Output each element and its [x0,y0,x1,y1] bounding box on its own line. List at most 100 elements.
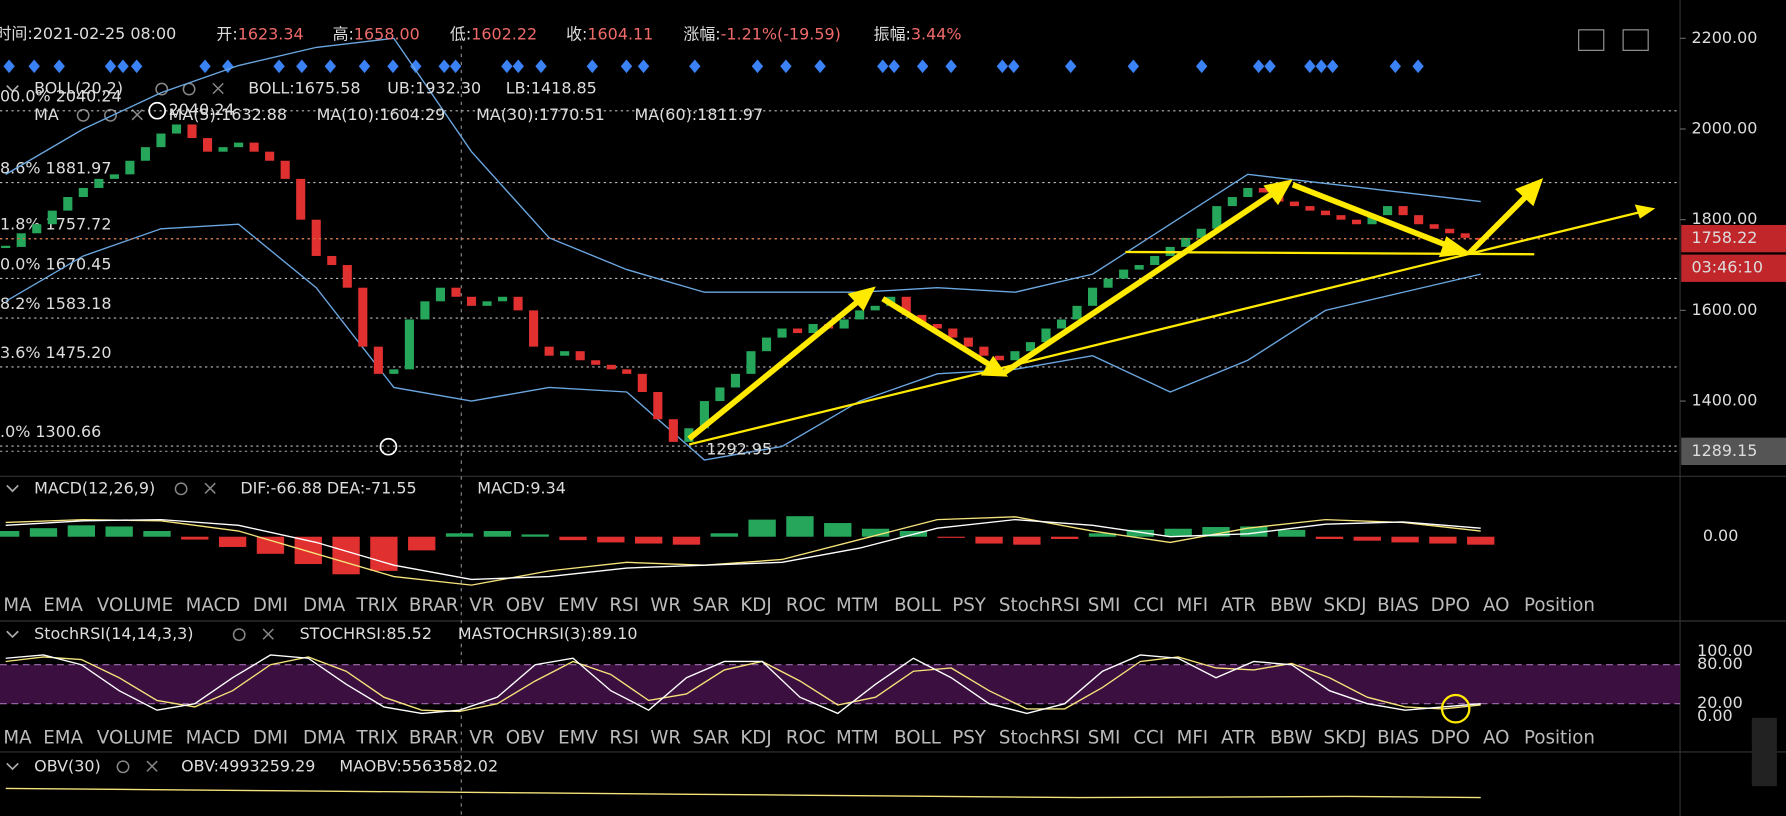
candle [855,310,865,320]
indicator-tab[interactable]: BBW [1270,595,1312,616]
indicator-tab[interactable]: RSI [609,727,639,748]
legend-value: MA(60):1811.97 [634,105,763,124]
candle [1088,287,1098,306]
indicator-tab[interactable]: WR [650,727,681,748]
indicator-tab[interactable]: MTM [836,595,879,616]
indicator-tab[interactable]: SAR [693,727,730,748]
indicator-tab[interactable]: MFI [1177,727,1209,748]
scrollbar[interactable] [1751,717,1777,787]
indicator-tab[interactable]: StochRSI [999,595,1080,616]
indicator-tab[interactable]: BOLL [894,727,942,748]
indicator-tab[interactable]: OBV [506,595,545,616]
indicator-tab[interactable]: DPO [1431,727,1470,748]
candle [606,364,616,370]
indicator-tab[interactable]: AO [1483,727,1509,748]
indicator-tab[interactable]: MA [3,595,32,616]
indicator-tab[interactable]: SAR [693,595,730,616]
indicator-tab[interactable]: Position [1524,727,1595,748]
candle [140,147,150,161]
indicator-tab[interactable]: CCI [1133,727,1164,748]
signal-diamond [689,59,701,74]
signal-diamond [1064,59,1077,74]
signal-diamond [637,59,650,74]
candle [234,142,244,148]
indicator-tab[interactable]: EMA [43,595,83,616]
icon[interactable] [1578,29,1605,51]
candle [730,373,741,388]
dea-line [5,518,1481,581]
indicator-tab[interactable]: BBW [1270,727,1312,748]
indicator-tab[interactable]: WR [650,595,681,616]
indicator-tab[interactable]: VOLUME [97,595,173,616]
macd-bar [597,536,625,543]
indicator-tab[interactable]: EMV [558,727,598,748]
macd-bar [1391,536,1419,543]
macd-bar [521,534,549,537]
candle [793,328,803,334]
candle [311,219,321,256]
indicator-tab[interactable]: PSY [952,595,987,616]
indicator-tab[interactable]: MACD [186,595,241,616]
candle [529,310,539,347]
indicator-tab[interactable]: KDJ [740,595,771,616]
indicator-tab[interactable]: MTM [836,727,879,748]
indicator-tab[interactable]: DMI [253,595,288,616]
indicator-tab[interactable]: StochRSI [999,727,1080,748]
macd-bar [1088,533,1117,537]
indicator-tab[interactable]: DMA [303,595,346,616]
indicator-tab[interactable]: SMI [1088,727,1121,748]
indicator-tab[interactable]: SKDJ [1324,595,1367,616]
indicator-tab[interactable]: TRIX [356,727,399,748]
indicator-tab[interactable]: PSY [952,727,987,748]
indicator-tab[interactable]: ATR [1221,595,1256,616]
candle [1227,197,1237,207]
indicator-tab[interactable]: MFI [1177,595,1209,616]
indicator-tab[interactable]: CCI [1133,595,1164,616]
indicator-tab[interactable]: MA [3,727,32,748]
indicator-tab[interactable]: RSI [609,595,639,616]
fib-label: 8.6% 1881.97 [0,158,111,177]
indicator-tab[interactable]: BOLL [894,595,942,616]
indicator-tab[interactable]: MACD [186,727,241,748]
indicator-tab[interactable]: VR [469,595,494,616]
label: 涨幅:-1.21%(-19.59) [683,24,840,43]
indicator-tab[interactable]: EMV [558,595,598,616]
indicator-tab[interactable]: TRIX [356,595,399,616]
signal-diamond [324,59,337,74]
indicator-tab[interactable]: BIAS [1377,595,1419,616]
indicator-tab[interactable]: DMA [303,727,346,748]
candle [358,287,368,347]
signal-diamond [1315,59,1327,74]
indicator-tab[interactable]: ROC [786,727,826,748]
y-tick-label: 2200.00 [1691,28,1757,47]
price-tag-label: 1758.22 [1691,228,1757,247]
indicator-tab[interactable]: ATR [1221,727,1256,748]
indicator-tab[interactable]: BRAR [409,595,459,616]
indicator-tab[interactable]: DPO [1431,595,1470,616]
candle [296,178,306,220]
signal-diamond [501,59,513,74]
indicator-tab[interactable]: EMA [43,727,83,748]
indicator-tab[interactable]: BRAR [409,727,459,748]
indicator-tab[interactable]: SKDJ [1324,727,1367,748]
dif-line [5,516,1481,586]
indicator-tab[interactable]: ROC [786,595,826,616]
indicator-tab[interactable]: AO [1483,595,1509,616]
indicator-tab[interactable]: KDJ [740,727,771,748]
macd-bar [105,526,133,537]
candle [404,319,414,370]
candle [1351,219,1362,225]
signal-diamond [780,59,792,74]
indicator-tab[interactable]: BIAS [1377,727,1419,748]
indicator-tab[interactable]: VOLUME [97,727,173,748]
high-note: 2040.24 [169,100,235,119]
obv-line [5,787,1481,799]
y-tick-label: 20.00 [1697,693,1743,712]
indicator-tab[interactable]: OBV [506,727,545,748]
signal-diamond [996,59,1009,74]
icon[interactable] [1622,29,1649,51]
indicator-tab[interactable]: VR [469,727,494,748]
indicator-tab[interactable]: Position [1524,595,1595,616]
indicator-tab[interactable]: SMI [1088,595,1121,616]
indicator-tab[interactable]: DMI [253,727,288,748]
